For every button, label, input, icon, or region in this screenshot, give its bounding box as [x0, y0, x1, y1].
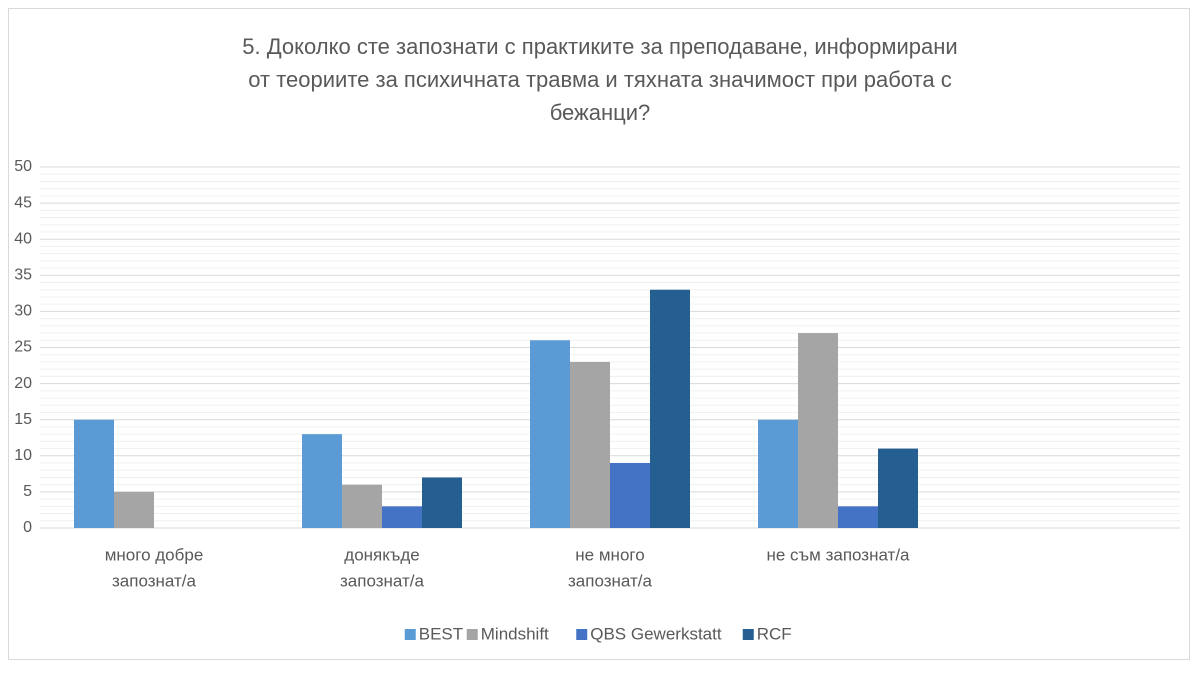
legend-label: RCF: [757, 624, 792, 643]
bar: [610, 463, 650, 528]
bar: [570, 361, 610, 528]
bar: [74, 419, 114, 528]
y-tick-label: 0: [23, 519, 32, 536]
x-tick-label: много добре: [105, 545, 204, 564]
y-tick-label: 40: [14, 230, 32, 247]
y-tick-label: 50: [14, 158, 32, 175]
bar: [798, 333, 838, 528]
bar: [530, 340, 570, 528]
legend-swatch: [742, 629, 754, 640]
bar: [650, 289, 690, 528]
bar: [382, 506, 422, 528]
y-tick-label: 10: [14, 447, 32, 464]
bar: [114, 491, 154, 528]
bar: [342, 484, 382, 528]
y-tick-label: 30: [14, 303, 32, 320]
y-tick-label: 15: [14, 411, 32, 428]
x-tick-label: донякъде: [344, 545, 419, 564]
chart-title: бежанци?: [550, 100, 651, 125]
x-tick-label: не съм запознат/а: [766, 545, 910, 564]
legend-label: Mindshift: [481, 624, 549, 643]
y-tick-label: 45: [14, 194, 32, 211]
legend-swatch: [576, 629, 588, 640]
y-tick-label: 35: [14, 267, 32, 284]
chart-title: от теориите за психичната травма и тяхна…: [248, 67, 951, 92]
x-tick-label: не много: [575, 545, 644, 564]
legend-label: QBS Gewerkstatt: [590, 624, 722, 643]
bar: [302, 434, 342, 528]
chart-border: [8, 8, 1190, 660]
chart-title: 5. Доколко сте запознати с практиките за…: [242, 34, 957, 59]
bar: [838, 506, 878, 528]
legend-label: BEST: [419, 624, 463, 643]
bar: [758, 419, 798, 528]
legend-swatch: [466, 629, 478, 640]
y-tick-label: 5: [23, 483, 32, 500]
x-tick-label: запознат/а: [340, 571, 424, 590]
x-tick-label: запознат/а: [568, 571, 652, 590]
bar: [422, 477, 462, 528]
legend-swatch: [404, 629, 416, 640]
y-tick-label: 20: [14, 375, 32, 392]
x-tick-label: запознат/а: [112, 571, 196, 590]
y-tick-label: 25: [14, 339, 32, 356]
bar: [878, 448, 918, 528]
